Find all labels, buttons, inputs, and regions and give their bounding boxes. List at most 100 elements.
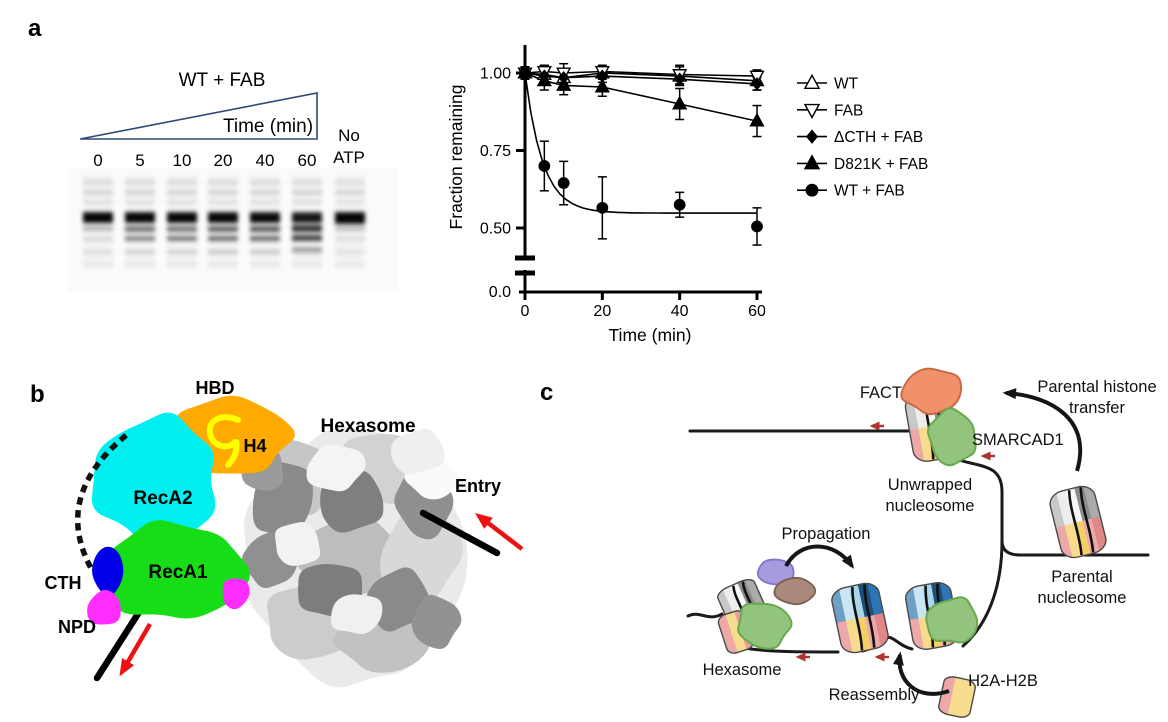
nucleosome-outline <box>1049 485 1107 559</box>
time-ramp-label: Time (min) <box>223 116 313 137</box>
gel-band <box>335 215 365 221</box>
gel-condition-label: WT + FAB <box>179 70 266 91</box>
gel-band <box>83 250 113 254</box>
panel-c-arrows <box>784 388 1083 696</box>
gel-band <box>250 215 280 221</box>
cth-linker-dotted-arc <box>75 433 128 574</box>
gel-band <box>125 215 155 221</box>
decay-chart: 1.00 0.75 0.50 0.0 0 20 40 60 WT FAB ΔCTH + FAB D82… <box>480 45 928 320</box>
gel-band <box>335 180 365 185</box>
no-atp-label-line2: ATP <box>333 148 365 167</box>
marker-circle <box>596 201 609 214</box>
smarcad1-enzyme <box>927 407 977 467</box>
marker-tri-up-open <box>803 73 821 89</box>
gel-band <box>250 250 280 254</box>
entry-dna-line <box>419 509 501 557</box>
histone-stripe <box>1047 492 1066 529</box>
legend-label: WT + FAB <box>834 183 905 200</box>
marker-tri-down-open <box>803 103 821 119</box>
gel-band <box>250 236 280 241</box>
histone-stripe <box>903 586 920 621</box>
gel-band <box>167 190 197 195</box>
unwrapped-label-line2: nucleosome <box>886 497 975 515</box>
parental-transfer-arrow <box>1002 388 1083 472</box>
marker-circle <box>557 177 570 189</box>
gel-lane-label: 40 <box>256 151 275 170</box>
h4-label: H4 <box>243 436 266 456</box>
legend-label: D821K + FAB <box>834 156 928 173</box>
reassembly-arrow <box>892 651 950 696</box>
marker-tri-up-filled <box>536 72 552 87</box>
exit-direction-arrow <box>119 622 152 677</box>
gel-band <box>125 180 155 185</box>
parental-label-line1: Parental <box>1051 568 1112 586</box>
gel-lane <box>250 180 280 266</box>
gel-band <box>208 250 238 254</box>
chart-x-axis-title: Time (min) <box>609 325 692 345</box>
hbd-label: HBD <box>196 378 235 398</box>
gel-band <box>83 215 113 221</box>
histone-stripe <box>845 618 863 654</box>
gel-lane <box>208 180 238 266</box>
gel-lane-label: 0 <box>93 151 102 170</box>
gel-band <box>83 190 113 195</box>
dna-gyre <box>1067 490 1083 556</box>
dna-gyre <box>863 584 876 648</box>
gel-band <box>292 225 322 232</box>
gel-band <box>125 200 155 204</box>
gel-band <box>125 262 155 266</box>
gel-band <box>292 190 322 195</box>
gel-band <box>167 226 197 232</box>
histone-stripe <box>909 428 925 464</box>
x-tick-label: 0 <box>521 303 530 320</box>
gel-band <box>208 190 238 195</box>
gel-band <box>250 262 280 266</box>
hexasome-patch <box>274 522 321 566</box>
marker-circle <box>538 160 551 172</box>
bottom-mid-dna <box>742 646 840 654</box>
gel-band <box>250 226 280 232</box>
marker-tri-up-filled <box>556 76 572 91</box>
dna-gyre <box>851 586 864 651</box>
gel-band <box>208 262 238 266</box>
marker-circle <box>751 220 763 233</box>
gel-band <box>208 226 238 232</box>
gel-band <box>208 215 238 221</box>
hexasome-label-b: Hexasome <box>320 416 415 437</box>
gel-lane <box>83 180 113 266</box>
transfer-label-line2: transfer <box>1069 399 1125 417</box>
gel-band <box>208 200 238 204</box>
histone-stripe <box>918 426 935 463</box>
gel-band <box>292 180 322 185</box>
cth-domain <box>92 546 124 597</box>
parental-nucleosome <box>1047 483 1109 561</box>
propagation-arrow <box>784 544 854 569</box>
reca1-domain <box>101 520 250 619</box>
unwrapped-label-line1: Unwrapped <box>888 476 972 494</box>
legend-label: ΔCTH + FAB <box>834 129 923 146</box>
chart-y-axis-title: Fraction remaining <box>446 85 466 230</box>
gel-band <box>83 237 113 241</box>
panel-c-letter: c <box>540 379 553 406</box>
gel-band <box>250 180 280 185</box>
x-tick-label: 20 <box>593 303 611 320</box>
gel-band <box>125 236 155 241</box>
panel-c-labels: FACT SMARCAD1 Parental histone transfer … <box>703 378 1157 704</box>
marker-tri-up-filled <box>749 112 765 127</box>
reca2-domain <box>91 412 216 544</box>
histone-stripe <box>1055 525 1074 561</box>
gel-band <box>250 200 280 204</box>
gel-image: 0 5 10 20 40 60 <box>68 151 398 292</box>
histone-stripe <box>839 586 856 622</box>
entry-label: Entry <box>455 476 501 496</box>
histone-stripe <box>937 675 957 716</box>
gel-band <box>167 215 197 221</box>
marker-circle <box>673 198 686 211</box>
new-nucleosome <box>829 580 891 656</box>
marker-tri-up-filled <box>594 78 610 93</box>
gel-band <box>292 235 322 241</box>
transfer-label-line1: Parental histone <box>1037 378 1156 396</box>
h2a-h2b-dimer <box>937 675 977 719</box>
panel-b-overlay <box>75 414 524 677</box>
